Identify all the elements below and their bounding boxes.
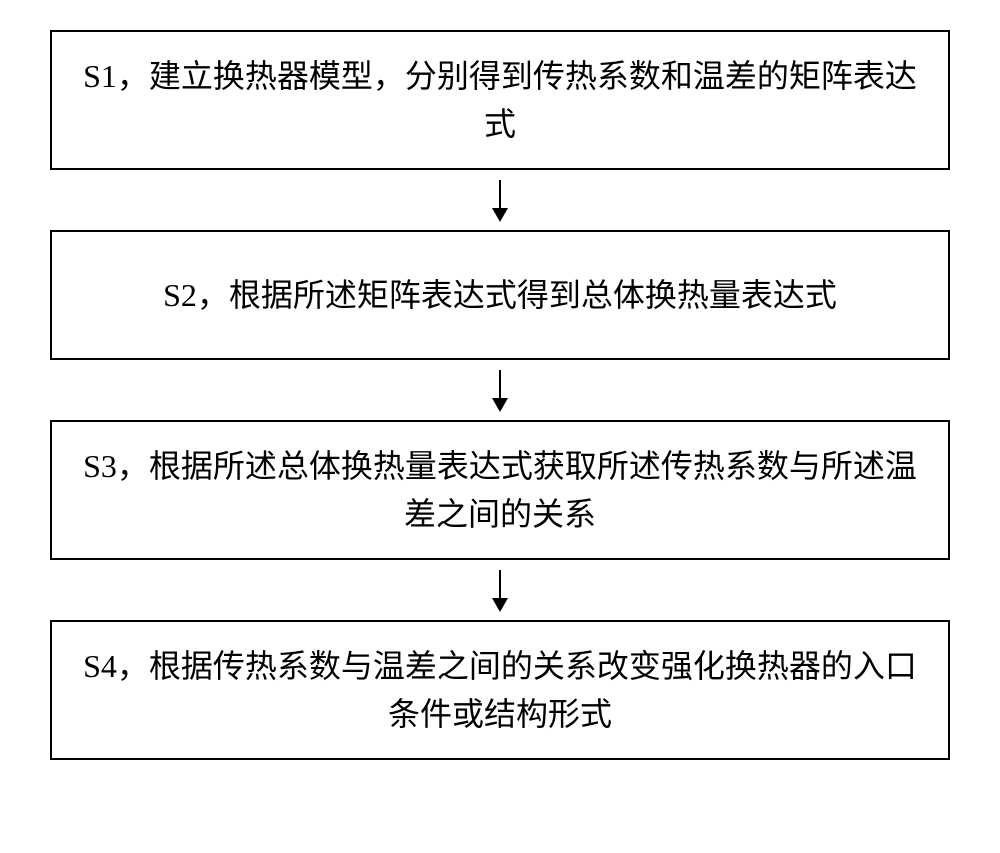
step-s2-text: S2，根据所述矩阵表达式得到总体换热量表达式	[163, 271, 837, 319]
step-s3-text: S3，根据所述总体换热量表达式获取所述传热系数与所述温差之间的关系	[82, 442, 918, 538]
arrow-s2-s3	[50, 360, 950, 420]
arrow-icon	[499, 570, 501, 610]
step-s1-box: S1，建立换热器模型，分别得到传热系数和温差的矩阵表达式	[50, 30, 950, 170]
step-s4-text: S4，根据传热系数与温差之间的关系改变强化换热器的入口条件或结构形式	[82, 642, 918, 738]
step-s4-box: S4，根据传热系数与温差之间的关系改变强化换热器的入口条件或结构形式	[50, 620, 950, 760]
arrow-icon	[499, 370, 501, 410]
arrow-icon	[499, 180, 501, 220]
arrow-s3-s4	[50, 560, 950, 620]
step-s3-box: S3，根据所述总体换热量表达式获取所述传热系数与所述温差之间的关系	[50, 420, 950, 560]
arrow-s1-s2	[50, 170, 950, 230]
step-s1-text: S1，建立换热器模型，分别得到传热系数和温差的矩阵表达式	[82, 52, 918, 148]
flowchart-container: S1，建立换热器模型，分别得到传热系数和温差的矩阵表达式 S2，根据所述矩阵表达…	[50, 30, 950, 760]
step-s2-box: S2，根据所述矩阵表达式得到总体换热量表达式	[50, 230, 950, 360]
